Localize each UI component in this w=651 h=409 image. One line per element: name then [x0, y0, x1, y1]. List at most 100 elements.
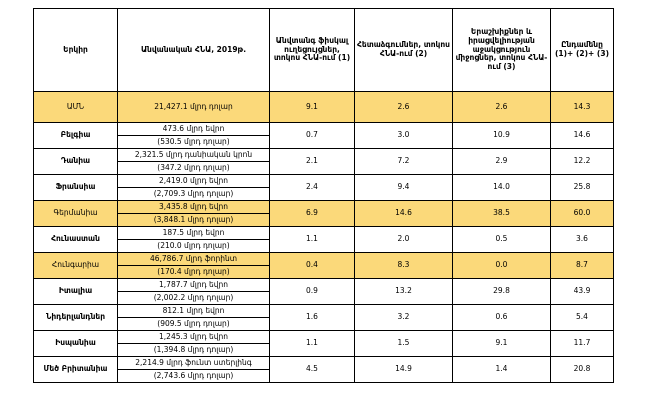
total-cell: 8.7	[550, 252, 614, 279]
gdp-cell: 3,435.8 մլրդ եվրո (3,848.1 մլրդ դոլար)	[117, 200, 270, 227]
country-cell: Ֆրանսիա	[33, 174, 118, 201]
deferrals-cell: 14.9	[354, 356, 453, 383]
fiscal-guidelines-cell: 6.9	[269, 200, 355, 227]
header-row: Երկիր Անվանական ՀՆԱ, 2019թ. Անվտանգ ֆիսկ…	[33, 8, 614, 92]
total-cell: 25.8	[550, 174, 614, 201]
guarantees-cell: 10.9	[452, 122, 551, 149]
gdp-usd: (210.0 մլրդ դոլար)	[118, 239, 269, 252]
gdp-national-currency: 2,419.0 մլրդ եվրո	[159, 176, 228, 185]
guarantees-cell: 1.4	[452, 356, 551, 383]
fiscal-guidelines-cell: 9.1	[269, 91, 355, 123]
gdp-national-currency: 3,435.8 մլրդ եվրո	[159, 202, 228, 211]
gdp-national-currency: 46,786.7 մլրդ ֆորինտ	[149, 254, 238, 263]
gdp-usd: (2,002.2 մլրդ դոլար)	[118, 291, 269, 304]
guarantees-cell: 29.8	[452, 278, 551, 305]
gdp-usd: (2,709.3 մլրդ դոլար)	[118, 187, 269, 200]
deferrals-cell: 3.0	[354, 122, 453, 149]
guarantees-cell: 14.0	[452, 174, 551, 201]
total-cell: 12.2	[550, 148, 614, 175]
fiscal-guidelines-cell: 0.4	[269, 252, 355, 279]
gdp-usd: (530.5 մլրդ դոլար)	[118, 135, 269, 148]
gdp-cell: 2,321.5 մլրդ դանիական կրոն (347.2 մլրդ դո…	[117, 148, 270, 175]
fiscal-guidelines-cell: 0.9	[269, 278, 355, 305]
gdp-cell: 2,214.9 մլրդ ֆունտ ստերլինգ (2,743.6 մլրդ…	[117, 356, 270, 383]
gdp-usd: (2,743.6 մլրդ դոլար)	[118, 369, 269, 382]
country-cell: Հունաստան	[33, 226, 118, 253]
table-body: ԱՄՆ 21,427.1 մլրդ դոլար 9.1 2.6 2.6 14.3 Բելգի…	[33, 91, 614, 383]
deferrals-cell: 2.0	[354, 226, 453, 253]
gdp-national-currency: 2,214.9 մլրդ ֆունտ ստերլինգ	[135, 358, 252, 367]
table-row: Իտալիա 1,787.7 մլրդ եվրո (2,002.2 մլրդ դոլ…	[33, 278, 614, 305]
deferrals-cell: 13.2	[354, 278, 453, 305]
guarantees-cell: 2.9	[452, 148, 551, 175]
deferrals-cell: 14.6	[354, 200, 453, 227]
header-fiscal-guidelines: Անվտանգ ֆիսկալ ուղեցույցներ, տոկոս ՀՆԱ-ո…	[269, 8, 355, 92]
table-row: Մեծ Բրիտանիա 2,214.9 մլրդ ֆունտ ստերլինգ (…	[33, 356, 614, 383]
total-cell: 60.0	[550, 200, 614, 227]
country-cell: Նիդերլանդներ	[33, 304, 118, 331]
header-total: Ընդամենը (1)+ (2)+ (3)	[550, 8, 614, 92]
gdp-usd: (347.2 մլրդ դոլար)	[118, 161, 269, 174]
gdp-cell: 46,786.7 մլրդ ֆորինտ (170.4 մլրդ դոլար)	[117, 252, 270, 279]
deferrals-cell: 7.2	[354, 148, 453, 175]
guarantees-cell: 2.6	[452, 91, 551, 123]
fiscal-measures-table: Երկիր Անվանական ՀՆԱ, 2019թ. Անվտանգ ֆիսկ…	[33, 8, 614, 383]
fiscal-guidelines-cell: 1.6	[269, 304, 355, 331]
total-cell: 43.9	[550, 278, 614, 305]
gdp-national-currency: 473.6 մլրդ եվրո	[162, 124, 225, 133]
gdp-cell: 1,787.7 մլրդ եվրո (2,002.2 մլրդ դոլար)	[117, 278, 270, 305]
fiscal-guidelines-cell: 1.1	[269, 330, 355, 357]
fiscal-guidelines-cell: 4.5	[269, 356, 355, 383]
guarantees-cell: 0.6	[452, 304, 551, 331]
header-guarantees: Երաշխիքներ և իրացվելիության աջակցություն…	[452, 8, 551, 92]
fiscal-guidelines-cell: 2.4	[269, 174, 355, 201]
country-cell: Գերմանիա	[33, 200, 118, 227]
total-cell: 3.6	[550, 226, 614, 253]
country-cell: Հունգարիա	[33, 252, 118, 279]
country-cell: Բելգիա	[33, 122, 118, 149]
country-cell: ԱՄՆ	[33, 91, 118, 123]
gdp-cell: 1,245.3 մլրդ եվրո (1,394.8 մլրդ դոլար)	[117, 330, 270, 357]
table-row: Գերմանիա 3,435.8 մլրդ եվրո (3,848.1 մլրդ դ…	[33, 200, 614, 227]
gdp-national-currency: 1,245.3 մլրդ եվրո	[159, 332, 228, 341]
header-country: Երկիր	[33, 8, 118, 92]
country-cell: Իսպանիա	[33, 330, 118, 357]
gdp-usd: (1,394.8 մլրդ դոլար)	[118, 343, 269, 356]
gdp-national-currency: 1,787.7 մլրդ եվրո	[159, 280, 228, 289]
gdp-national-currency: 21,427.1 մլրդ դոլար	[154, 102, 233, 111]
gdp-cell: 21,427.1 մլրդ դոլար	[117, 91, 270, 123]
total-cell: 5.4	[550, 304, 614, 331]
deferrals-cell: 1.5	[354, 330, 453, 357]
gdp-cell: 473.6 մլրդ եվրո (530.5 մլրդ դոլար)	[117, 122, 270, 149]
gdp-cell: 812.1 մլրդ եվրո (909.5 մլրդ դոլար)	[117, 304, 270, 331]
fiscal-guidelines-cell: 1.1	[269, 226, 355, 253]
deferrals-cell: 3.2	[354, 304, 453, 331]
country-cell: Իտալիա	[33, 278, 118, 305]
gdp-usd: (909.5 մլրդ դոլար)	[118, 317, 269, 330]
deferrals-cell: 8.3	[354, 252, 453, 279]
total-cell: 14.6	[550, 122, 614, 149]
fiscal-guidelines-cell: 0.7	[269, 122, 355, 149]
table-row: Հունգարիա 46,786.7 մլրդ ֆորինտ (170.4 մլրդ…	[33, 252, 614, 279]
header-deferrals: Հետաձգումներ, տոկոս ՀՆԱ-ում (2)	[354, 8, 453, 92]
gdp-usd: (3,848.1 մլրդ դոլար)	[118, 213, 269, 226]
total-cell: 14.3	[550, 91, 614, 123]
total-cell: 11.7	[550, 330, 614, 357]
gdp-national-currency: 812.1 մլրդ եվրո	[162, 306, 225, 315]
deferrals-cell: 2.6	[354, 91, 453, 123]
country-cell: Մեծ Բրիտանիա	[33, 356, 118, 383]
total-cell: 20.8	[550, 356, 614, 383]
table-row: Բելգիա 473.6 մլրդ եվրո (530.5 մլրդ դոլար) 0…	[33, 122, 614, 149]
table-row: Դանիա 2,321.5 մլրդ դանիական կրոն (347.2 մլ…	[33, 148, 614, 175]
table-row: Իսպանիա 1,245.3 մլրդ եվրո (1,394.8 մլրդ դո…	[33, 330, 614, 357]
guarantees-cell: 9.1	[452, 330, 551, 357]
table-row: ԱՄՆ 21,427.1 մլրդ դոլար 9.1 2.6 2.6 14.3	[33, 91, 614, 123]
gdp-national-currency: 187.5 մլրդ եվրո	[162, 228, 225, 237]
gdp-usd: (170.4 մլրդ դոլար)	[118, 265, 269, 278]
guarantees-cell: 0.0	[452, 252, 551, 279]
gdp-national-currency: 2,321.5 մլրդ դանիական կրոն	[134, 150, 253, 159]
guarantees-cell: 0.5	[452, 226, 551, 253]
gdp-cell: 2,419.0 մլրդ եվրո (2,709.3 մլրդ դոլար)	[117, 174, 270, 201]
table-row: Ֆրանսիա 2,419.0 մլրդ եվրո (2,709.3 մլրդ դո…	[33, 174, 614, 201]
table-row: Նիդերլանդներ 812.1 մլրդ եվրո (909.5 մլրդ դ…	[33, 304, 614, 331]
